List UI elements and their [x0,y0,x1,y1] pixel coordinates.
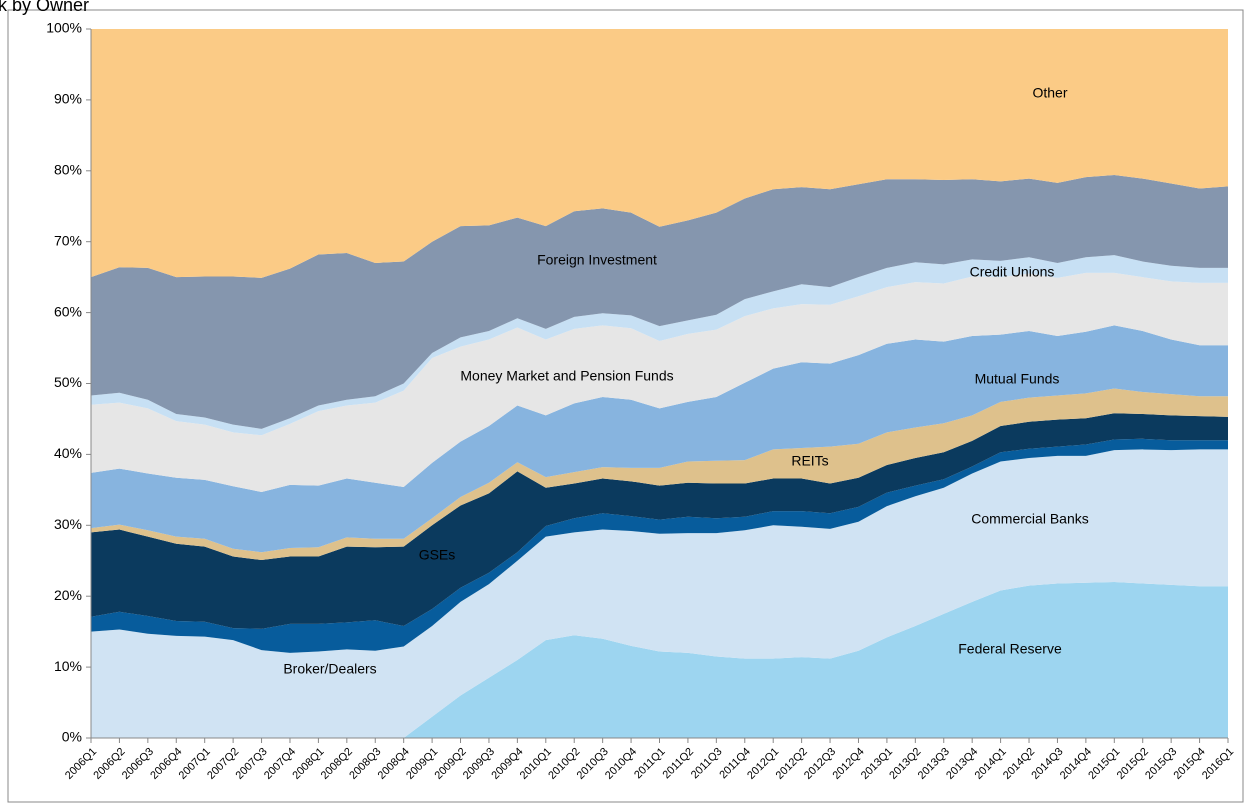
y-tick-label: 100% [46,20,82,36]
series-label: Federal Reserve [958,641,1062,657]
series-label: Foreign Investment [537,252,657,268]
series-label: Credit Unions [970,264,1055,280]
chart-frame [7,9,1244,803]
chart-title: k by Owner [0,0,89,15]
x-tick-label: 2016Q1 [1200,746,1236,782]
area [91,29,1228,278]
plot-area [91,29,1228,738]
series-label: REITs [791,453,828,469]
series-label: Broker/Dealers [283,661,376,677]
series-label: Mutual Funds [975,371,1060,387]
series-label: GSEs [419,547,456,563]
y-tick-label: 70% [54,232,82,248]
y-tick-label: 80% [54,162,82,178]
series-label: Other [1032,85,1067,101]
y-tick-label: 10% [54,658,82,674]
area [91,438,1228,653]
area [91,582,1228,738]
y-tick-label: 90% [54,91,82,107]
series-label: Money Market and Pension Funds [460,368,673,384]
y-tick-label: 60% [54,303,82,319]
y-tick-label: 40% [54,445,82,461]
y-tick-label: 30% [54,516,82,532]
area [91,272,1228,492]
area [91,325,1228,553]
y-tick-label: 50% [54,374,82,390]
series-label: Commercial Banks [971,511,1088,527]
y-tick-label: 20% [54,587,82,603]
area [91,449,1228,738]
area [91,388,1228,561]
y-tick-label: 0% [62,729,82,745]
series-labels: Federal Reserve Commercial Banks Broker/De… [283,85,1088,677]
area [91,175,1228,429]
x-tick-label: 2010Q4 [603,746,639,782]
area [91,413,1228,629]
